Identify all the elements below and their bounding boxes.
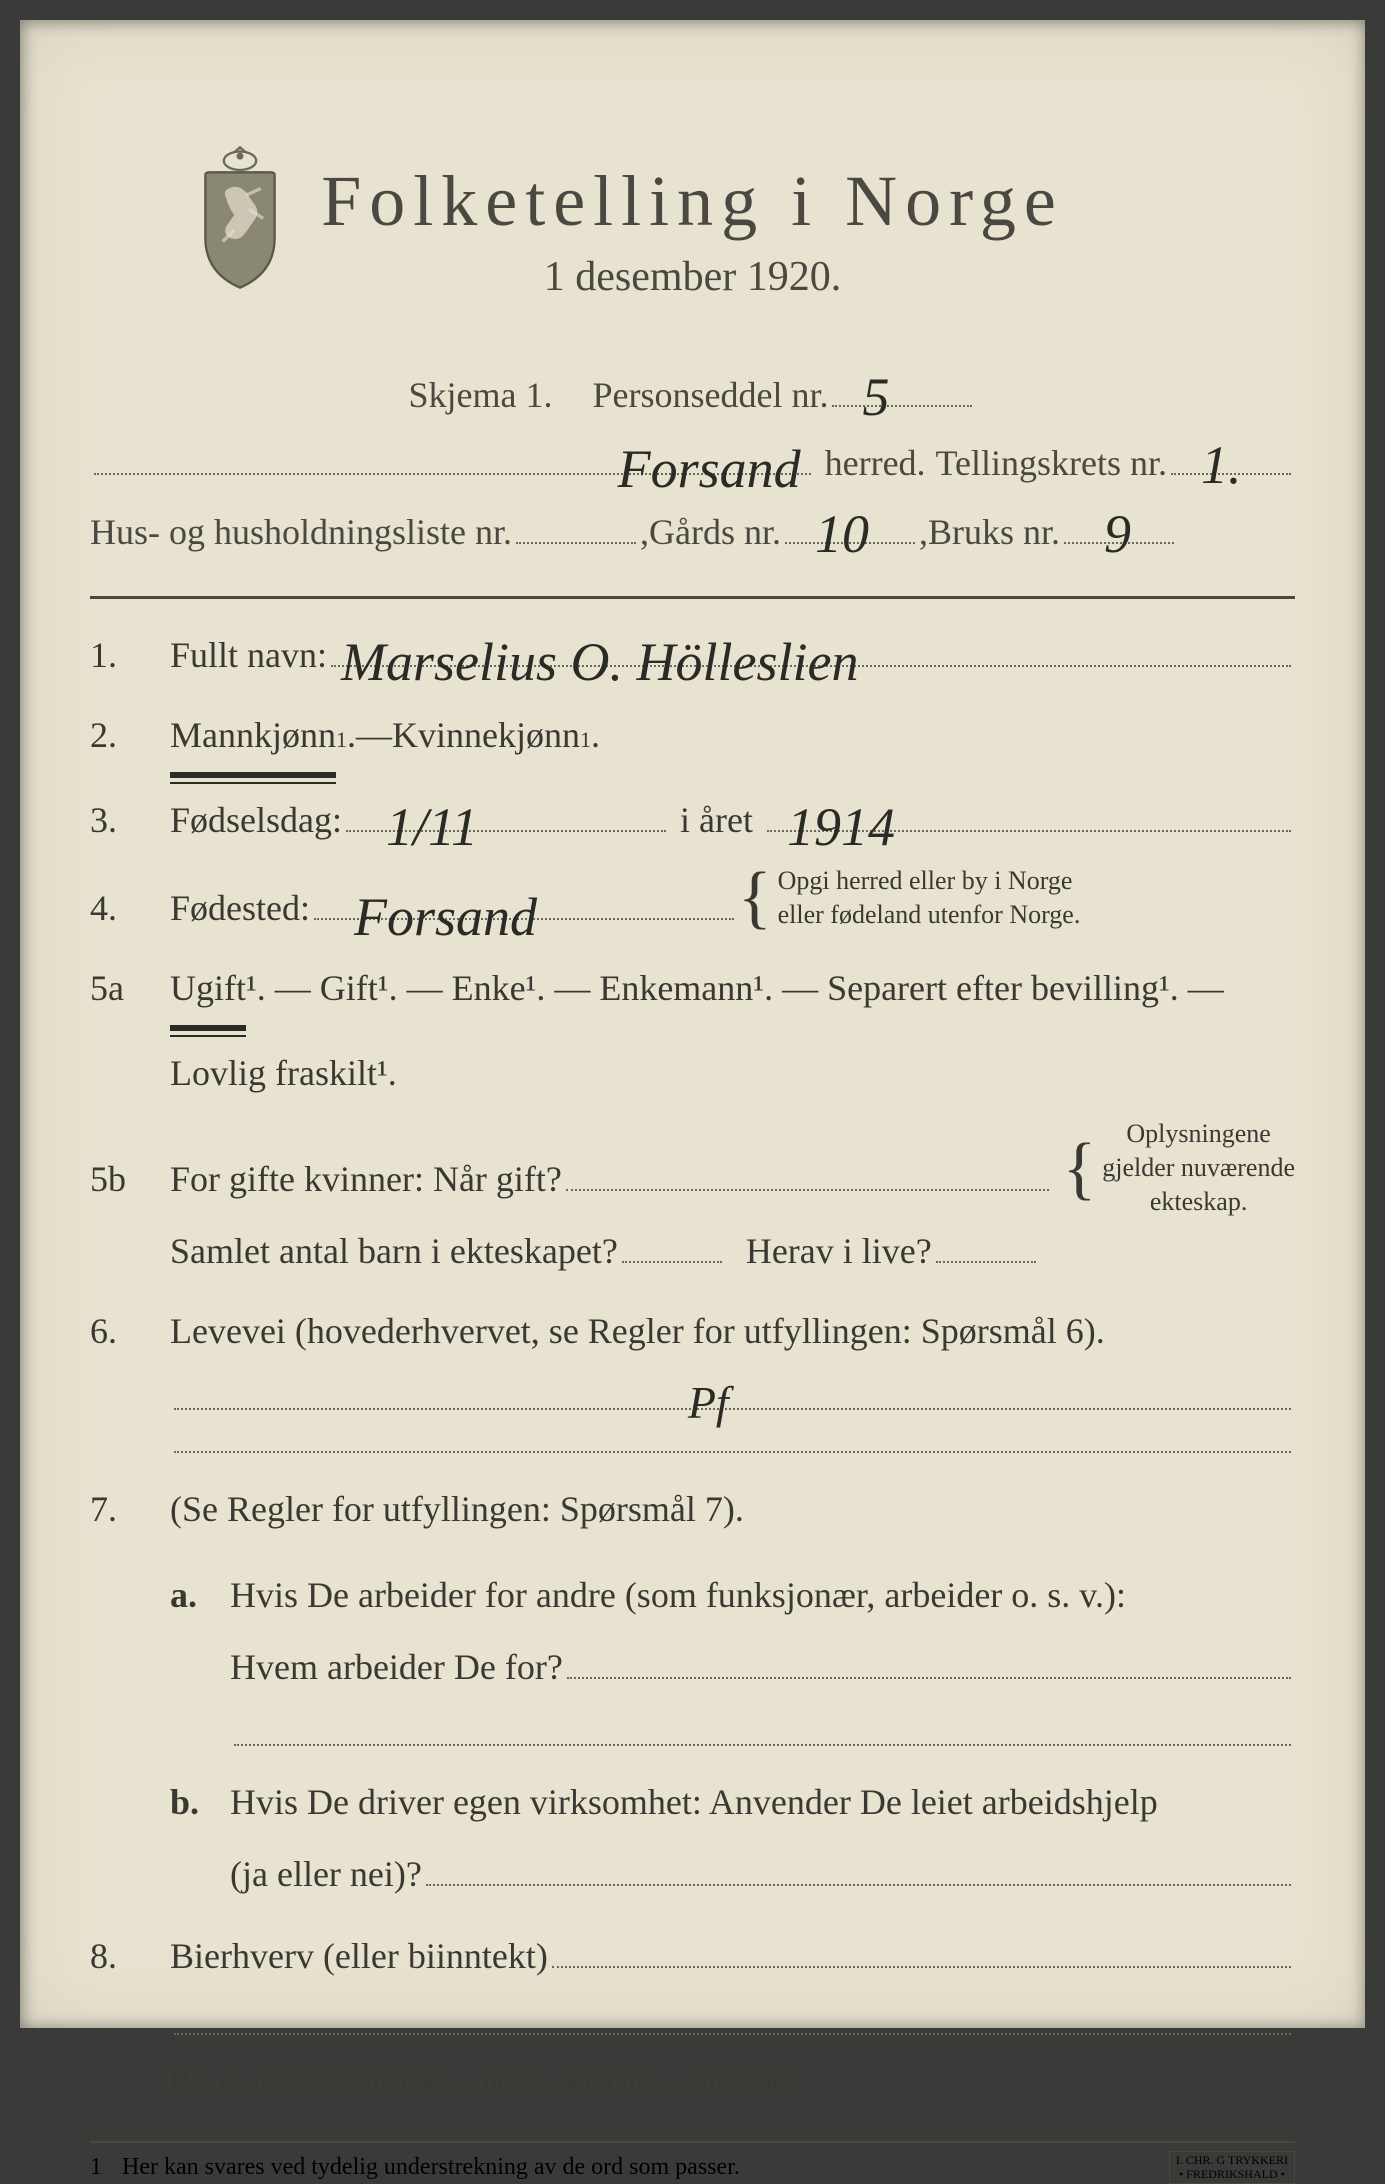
q7-label: (Se Regler for utfyllingen: Spørsmål 7). [170,1489,744,1529]
footnote-bar: 1 Her kan svares ved tydelig understrekn… [90,2141,1295,2183]
husliste-label: Hus- og husholdningsliste nr. [90,498,512,566]
gards-label: Gårds nr. [649,498,781,566]
skjema-label: Skjema 1. [409,361,553,429]
q4-label: Fødested: [170,872,310,944]
divider-top [90,596,1295,599]
q3-row: 3. Fødselsdag: 1/11 i året 1914 [90,784,1295,856]
brace-icon: { [1063,1151,1097,1186]
q7-row: 7. (Se Regler for utfyllingen: Spørsmål … [90,1473,1295,1910]
coat-of-arms-icon [180,140,300,290]
q1-row: 1. Fullt navn: Marselius O. Hölleslien [90,619,1295,691]
q4-row: 4. Fødested: Forsand { Opgi herred eller… [90,864,1295,944]
brace-icon: { [738,880,772,915]
q8-num: 8. [90,1920,170,1992]
q7b-l1: Hvis De driver egen virksomhet: Anvender… [230,1782,1158,1822]
q2-num: 2. [90,699,170,771]
q7b-label: b. [170,1766,230,1838]
q8-label: Bierhverv (eller biinntekt) [170,1920,548,1992]
bottom-note: Har man ingen biinntekt av nogen betydni… [170,2055,1295,2111]
q2-selected: Mannkjønn [170,699,336,776]
census-form-page: Folketelling i Norge 1 desember 1920. Sk… [20,20,1365,2028]
q7a-l2: Hvem arbeider De for? [230,1631,563,1703]
q5a-num: 5a [90,952,170,1024]
q3-label: Fødselsdag: [170,784,342,856]
footnote-text: 1 Her kan svares ved tydelig understrekn… [90,2154,740,2181]
q1-value: Marselius O. Hölleslien [341,608,858,716]
form-header: Folketelling i Norge 1 desember 1920. [90,160,1295,301]
q7a-l1: Hvis De arbeider for andre (som funksjon… [230,1575,1126,1615]
q5b-l2a: Samlet antal barn i ekteskapet? [170,1215,618,1287]
q7-num: 7. [90,1473,170,1545]
q4-num: 4. [90,872,170,944]
printer-mark: I. CHR. G TRYKKERI • FREDRIKSHALD • [1169,2151,1295,2183]
q5b-note: Oplysningene gjelder nuværende ekteskap. [1102,1117,1295,1218]
q5b-l1a: For gifte kvinner: Når gift? [170,1143,562,1215]
q1-num: 1. [90,619,170,691]
bruks-label: Bruks nr. [928,498,1060,566]
q1-label: Fullt navn: [170,619,327,691]
q6-label: Levevei (hovederhvervet, se Regler for u… [170,1311,1105,1351]
q5a-line2: Lovlig fraskilt¹. [170,1037,1295,1109]
q4-value: Forsand [354,863,537,971]
q7b-l2: (ja eller nei)? [230,1838,422,1910]
q8-row: 8. Bierhverv (eller biinntekt) [90,1920,1295,2035]
q5a-selected: Ugift [170,952,246,1029]
questions-section: 1. Fullt navn: Marselius O. Hölleslien 2… [90,619,1295,2111]
q3-num: 3. [90,784,170,856]
meta-line-3: Hus- og husholdningsliste nr. , Gårds nr… [90,498,1295,566]
q5a-row: 5a Ugift¹. — Gift¹. — Enke¹. — Enkemann¹… [90,952,1295,1109]
q3-mid: i året [680,784,753,856]
q5b-row: 5b For gifte kvinner: Når gift? Samlet a… [90,1117,1295,1286]
meta-section: Skjema 1. Personseddel nr. 5 Forsand her… [90,361,1295,566]
q7a-label: a. [170,1559,230,1631]
q5b-l2b: Herav i live? [746,1215,932,1287]
q3-year: 1914 [787,773,895,881]
q5b-num: 5b [90,1143,170,1215]
bruks-nr: 9 [1104,483,1131,586]
q6-num: 6. [90,1295,170,1367]
gards-nr: 10 [815,483,869,586]
q6-row: 6. Levevei (hovederhvervet, se Regler fo… [90,1295,1295,1453]
krets-label: Tellingskrets nr. [936,429,1167,497]
